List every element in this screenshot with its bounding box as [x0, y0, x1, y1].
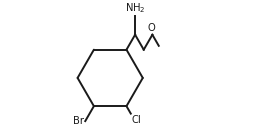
Text: NH$_2$: NH$_2$ [125, 1, 145, 14]
Text: Br: Br [73, 116, 84, 126]
Text: O: O [148, 23, 155, 33]
Text: Cl: Cl [132, 115, 141, 125]
